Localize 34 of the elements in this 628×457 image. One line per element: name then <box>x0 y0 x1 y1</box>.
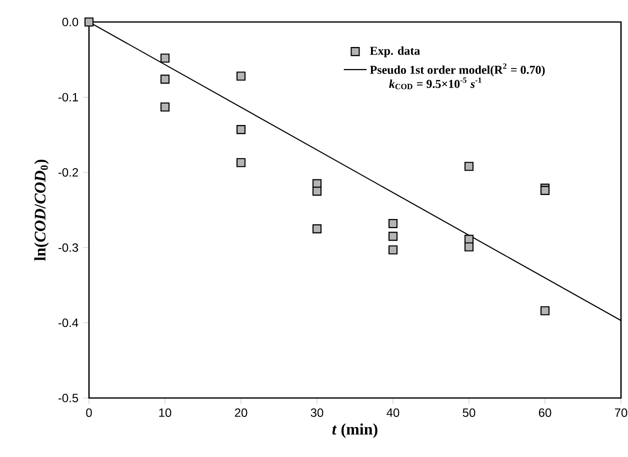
point <box>464 242 474 252</box>
point <box>540 306 550 316</box>
legend-label: Pseudo 1st order model(R$^{2}$ = 0.70) <box>370 63 545 76</box>
point <box>236 158 246 168</box>
x-tick-label: 20 <box>234 408 248 417</box>
x-tick-label: 0 <box>86 408 92 417</box>
y-tick-label: -0.2 <box>58 168 78 177</box>
point <box>464 162 474 171</box>
x-tick-label: 40 <box>386 408 400 417</box>
x-axis-title: t (min) <box>332 423 378 438</box>
point <box>388 232 398 241</box>
y-tick-label: -0.5 <box>58 394 78 402</box>
legend-label: Exp. data <box>370 46 420 58</box>
point <box>84 17 94 27</box>
y-axis-title: ln(COD/COD$_{0}$) <box>34 160 49 261</box>
x-tick-label: 30 <box>310 408 324 417</box>
point <box>388 245 398 254</box>
point <box>236 125 246 134</box>
y-tick-label: 0.0 <box>62 18 78 26</box>
point <box>388 219 398 228</box>
y-tick-label: -0.4 <box>58 318 78 328</box>
x-tick-label: 60 <box>538 408 552 417</box>
y-tick-label: -0.1 <box>58 92 78 102</box>
x-tick-label: 50 <box>462 408 476 417</box>
point <box>236 72 246 81</box>
x-tick-label: 70 <box>614 408 628 417</box>
point <box>312 224 322 234</box>
y-tick-label: -0.3 <box>58 243 78 252</box>
x-tick-label: 10 <box>159 408 172 417</box>
annotation: k$_{COD}$ = 9.5×10$^{-5}$ s$^{-1}$ <box>389 77 482 90</box>
point <box>160 102 170 112</box>
point <box>160 74 170 84</box>
point <box>312 186 322 196</box>
point <box>160 54 170 63</box>
